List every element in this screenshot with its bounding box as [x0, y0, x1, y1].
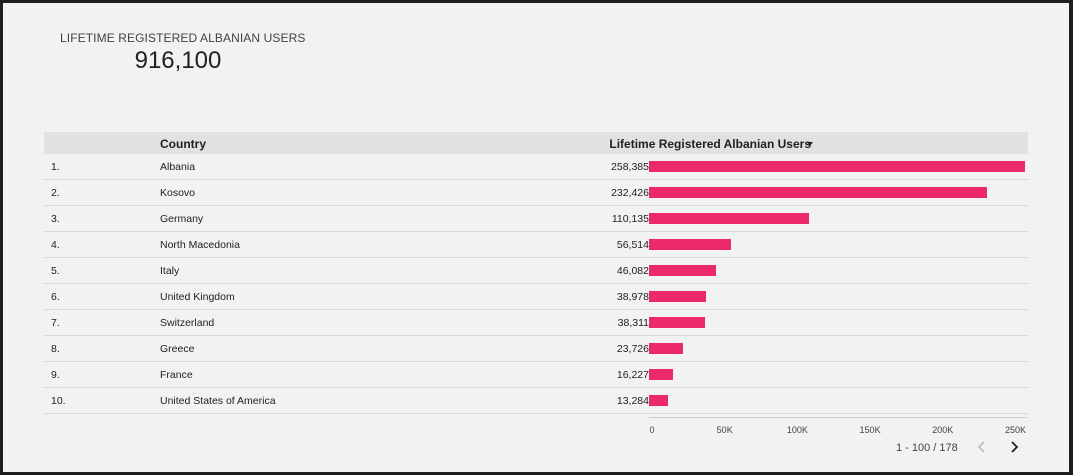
row-country: Albania	[160, 161, 196, 173]
axis-line	[649, 417, 1027, 418]
row-value: 232,426	[611, 187, 649, 199]
row-value-bar	[649, 265, 716, 276]
row-value: 258,385	[611, 161, 649, 173]
row-value-bar	[649, 395, 669, 406]
table-row[interactable]: 7. Switzerland 38,311	[44, 310, 1028, 336]
table-row[interactable]: 9. France 16,227	[44, 362, 1028, 388]
row-rank: 4.	[51, 239, 60, 251]
row-value: 16,227	[616, 369, 649, 381]
row-value: 56,514	[616, 239, 649, 251]
row-value-bar	[649, 369, 673, 380]
report-canvas: LIFETIME REGISTERED ALBANIAN USERS 916,1…	[3, 3, 1069, 472]
row-value: 110,135	[611, 213, 649, 225]
table-row[interactable]: 3. Germany 110,135	[44, 206, 1028, 232]
next-page-button[interactable]	[1004, 437, 1024, 457]
row-value: 23,726	[616, 343, 649, 355]
row-value-bar	[649, 187, 987, 198]
sort-descending-icon[interactable]	[807, 142, 813, 146]
row-rank: 7.	[51, 317, 60, 329]
table-row[interactable]: 10. United States of America 13,284	[44, 388, 1028, 414]
row-country: United Kingdom	[160, 291, 235, 303]
row-rank: 5.	[51, 265, 60, 277]
axis-tick-label: 200K	[932, 425, 954, 435]
table-header: Country Lifetime Registered Albanian Use…	[44, 132, 1028, 154]
chevron-left-icon	[977, 441, 985, 453]
table-row[interactable]: 6. United Kingdom 38,978	[44, 284, 1028, 310]
row-rank: 2.	[51, 187, 60, 199]
row-rank: 1.	[51, 161, 60, 173]
row-rank: 6.	[51, 291, 60, 303]
axis-tick-label: 150K	[859, 425, 881, 435]
row-country: Italy	[160, 265, 180, 277]
table-body: 1. Albania 258,385 2. Kosovo 232,426 3. Germany…	[44, 154, 1028, 414]
scorecard-value: 916,100	[134, 47, 222, 74]
row-country: France	[160, 369, 193, 381]
row-country: Greece	[160, 343, 195, 355]
scorecard-label: LIFETIME REGISTERED ALBANIAN USERS	[60, 31, 306, 45]
row-value: 13,284	[616, 395, 649, 407]
row-value-bar	[649, 239, 732, 250]
table-row[interactable]: 2. Kosovo 232,426	[44, 180, 1028, 206]
axis-tick-label: 50K	[716, 425, 733, 435]
bar-axis: 0 50K 100K 150K 200K 250K	[649, 417, 1027, 439]
row-country: North Macedonia	[160, 239, 240, 251]
axis-tick-label: 100K	[786, 425, 808, 435]
row-rank: 9.	[51, 369, 60, 381]
row-country: United States of America	[160, 395, 276, 407]
table-row[interactable]: 1. Albania 258,385	[44, 154, 1028, 180]
chevron-right-icon	[1011, 441, 1019, 453]
row-value-bar	[649, 343, 684, 354]
table-row[interactable]: 8. Greece 23,726	[44, 336, 1028, 362]
row-rank: 8.	[51, 343, 60, 355]
row-country: Kosovo	[160, 187, 196, 199]
axis-tick-label: 0	[649, 425, 655, 435]
row-value-bar	[649, 291, 706, 302]
pagination-text: 1 - 100 / 178	[896, 442, 958, 454]
row-value: 38,978	[616, 291, 649, 303]
row-value: 38,311	[617, 317, 649, 329]
column-header-country[interactable]: Country	[160, 137, 206, 151]
table-row[interactable]: 4. North Macedonia 56,514	[44, 232, 1028, 258]
row-rank: 10.	[51, 395, 66, 407]
row-rank: 3.	[51, 213, 60, 225]
table-row[interactable]: 5. Italy 46,082	[44, 258, 1028, 284]
row-country: Switzerland	[160, 317, 215, 329]
row-value-bar	[649, 213, 810, 224]
previous-page-button[interactable]	[972, 437, 992, 457]
row-value-bar	[649, 317, 705, 328]
country-table: Country Lifetime Registered Albanian Use…	[44, 132, 1028, 414]
row-country: Germany	[160, 213, 204, 225]
row-value-bar	[649, 161, 1025, 172]
row-value: 46,082	[616, 265, 649, 277]
axis-tick-label: 250K	[1004, 425, 1026, 435]
column-header-metric[interactable]: Lifetime Registered Albanian Users	[609, 137, 811, 151]
